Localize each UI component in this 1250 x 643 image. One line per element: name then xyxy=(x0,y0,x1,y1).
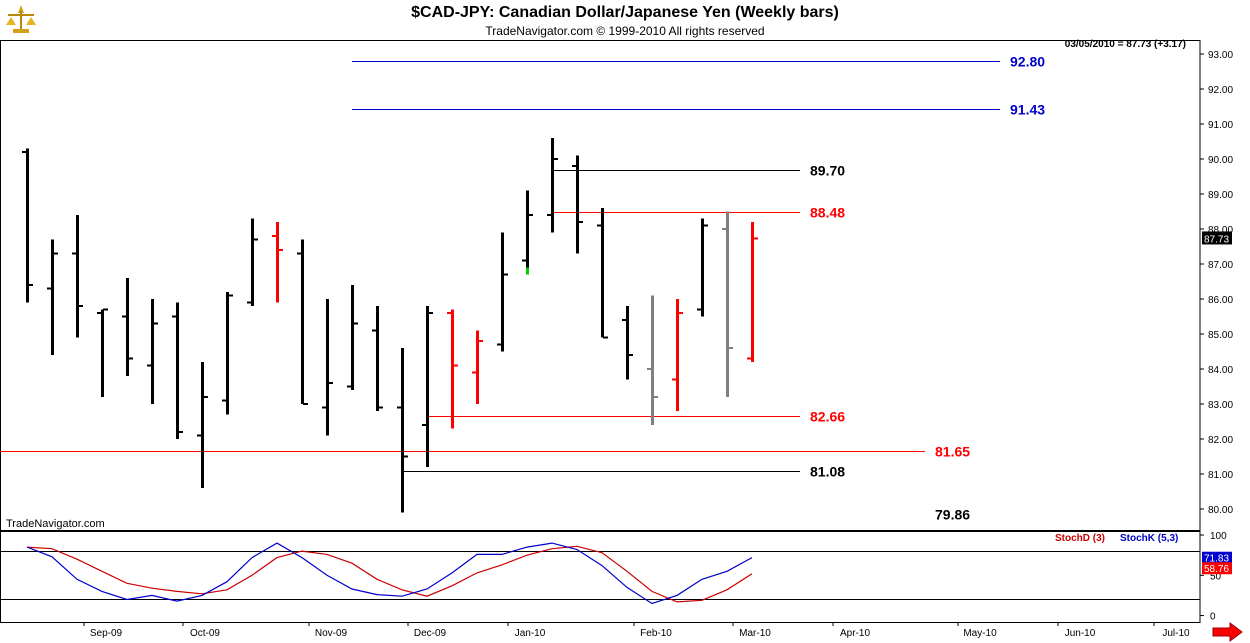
ohlc-bar xyxy=(672,299,683,411)
ohlc-bar xyxy=(347,285,358,390)
y-tick-label: 83.00 xyxy=(1208,400,1233,411)
ohlc-bar xyxy=(222,292,233,415)
y-tick-label: 86.00 xyxy=(1208,295,1233,306)
x-tick-label: May-10 xyxy=(963,628,997,639)
ohlc-bar xyxy=(472,330,483,404)
y-tick-label: 87.00 xyxy=(1208,260,1233,271)
x-tick-label: Jan-10 xyxy=(515,628,546,639)
y-tick-label: 88.00 xyxy=(1208,225,1233,236)
level-label: 82.66 xyxy=(810,409,845,425)
ohlc-bar xyxy=(322,299,333,436)
red-right-arrow-icon[interactable] xyxy=(1212,622,1243,642)
level-label: 79.86 xyxy=(935,507,970,523)
x-tick-label: Sep-09 xyxy=(90,628,123,639)
x-tick-label: Jun-10 xyxy=(1065,628,1096,639)
ohlc-bar xyxy=(497,232,508,352)
ohlc-bar xyxy=(47,239,58,355)
stoch-last-value-label: 71.83 xyxy=(1204,554,1229,565)
ohlc-bar xyxy=(697,218,708,317)
stoch-panel-frame xyxy=(0,531,1201,623)
stoch-y-tick-label: 100 xyxy=(1210,531,1227,542)
y-tick-label: 84.00 xyxy=(1208,365,1233,376)
y-tick-label: 80.00 xyxy=(1208,505,1233,516)
x-tick-label: Dec-09 xyxy=(414,628,447,639)
x-tick-label: Nov-09 xyxy=(315,628,348,639)
stoch-last-value-box xyxy=(1202,551,1232,564)
x-tick-label: Jul-10 xyxy=(1162,628,1190,639)
ohlc-bar xyxy=(197,362,208,488)
y-tick-label: 91.00 xyxy=(1208,120,1233,131)
ohlc-bar xyxy=(572,155,583,254)
stoch-series-line xyxy=(26,542,753,605)
stoch-last-value-label: 58.76 xyxy=(1204,564,1229,575)
level-label: 88.48 xyxy=(810,205,845,221)
stoch-y-tick-label: 50 xyxy=(1210,571,1222,582)
x-tick-label: Feb-10 xyxy=(640,628,672,639)
ohlc-bar xyxy=(397,348,408,513)
y-tick-label: 85.00 xyxy=(1208,330,1233,341)
ohlc-bar xyxy=(147,299,158,404)
x-tick-label: Apr-10 xyxy=(840,628,870,639)
x-tick-label: Mar-10 xyxy=(739,628,771,639)
copyright-text: TradeNavigator.com © 1999-2010 All right… xyxy=(485,24,765,38)
ohlc-bar xyxy=(172,302,183,439)
level-label: 89.70 xyxy=(810,163,845,179)
ohlc-bar xyxy=(122,278,133,376)
y-tick-label: 81.00 xyxy=(1208,470,1233,481)
ohlc-bar xyxy=(622,306,633,380)
ohlc-bar xyxy=(22,148,33,303)
ohlc-bar xyxy=(372,306,383,411)
ohlc-bar xyxy=(72,215,83,338)
y-tick-label: 89.00 xyxy=(1208,190,1233,201)
ohlc-bar xyxy=(647,295,658,425)
ohlc-bar xyxy=(97,308,108,397)
level-label: 81.08 xyxy=(810,464,845,480)
y-tick-label: 92.00 xyxy=(1208,85,1233,96)
stoch-series-line xyxy=(26,545,753,603)
ohlc-bar xyxy=(522,190,533,271)
chart-title: $CAD-JPY: Canadian Dollar/Japanese Yen (… xyxy=(411,4,839,21)
price-panel-frame xyxy=(0,40,1201,531)
ohlc-bar xyxy=(422,306,433,467)
y-tick-label: 90.00 xyxy=(1208,155,1233,166)
y-tick-label: 82.00 xyxy=(1208,435,1233,446)
ohlc-bar xyxy=(297,239,308,405)
ohlc-bar xyxy=(597,208,608,339)
last-quote-label: 03/05/2010 = 87.73 (+3.17) xyxy=(1065,39,1186,50)
level-label: 81.65 xyxy=(935,444,970,460)
level-label: 91.43 xyxy=(1010,102,1045,118)
level-label: 92.80 xyxy=(1010,54,1045,70)
ohlc-bar xyxy=(547,138,558,233)
ohlc-bar xyxy=(722,211,733,397)
stoch-y-tick-label: 0 xyxy=(1210,612,1216,623)
ohlc-bar xyxy=(747,222,758,362)
last-value-label: 87.73 xyxy=(1204,234,1229,245)
legend-stochk: StochK (5,3) xyxy=(1120,533,1178,544)
ohlc-bar xyxy=(272,222,283,303)
ohlc-bar xyxy=(247,218,258,306)
legend-stochd: StochD (3) xyxy=(1055,533,1105,544)
x-tick-label: Oct-09 xyxy=(190,628,220,639)
gold-scales-logo-icon xyxy=(4,3,38,37)
stoch-last-value-box xyxy=(1202,562,1232,575)
y-tick-label: 93.00 xyxy=(1208,50,1233,61)
ohlc-bar xyxy=(447,309,458,429)
last-value-box xyxy=(1202,231,1232,245)
watermark-text: TradeNavigator.com xyxy=(6,518,105,530)
